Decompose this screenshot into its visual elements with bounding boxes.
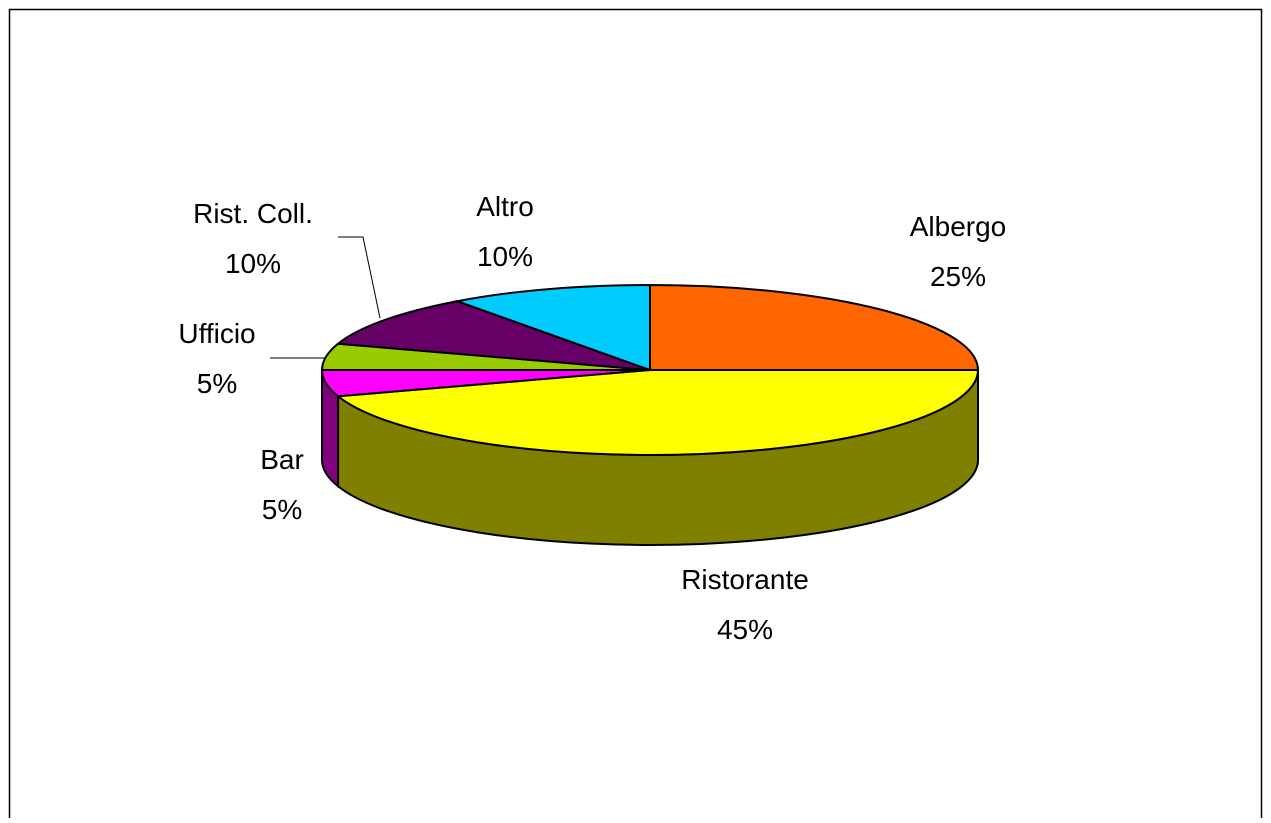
- data-label: Ufficio 5%: [178, 318, 255, 399]
- pie-slice: [453, 283, 651, 372]
- value-label: 10%: [477, 241, 533, 272]
- data-label: Ristorante 45%: [681, 564, 809, 645]
- value-label: 10%: [225, 248, 281, 279]
- value-label: 45%: [717, 614, 773, 645]
- category-label: Rist. Coll.: [193, 198, 313, 229]
- data-label: Rist. Coll. 10%: [193, 198, 313, 279]
- pie-slice: [335, 369, 980, 456]
- data-label: Altro 10%: [476, 191, 534, 272]
- pie-slice: [649, 283, 980, 371]
- category-label: Ufficio: [178, 318, 255, 349]
- chart-frame: [8, 8, 1263, 818]
- value-label: 5%: [197, 368, 237, 399]
- pie-slice: [335, 300, 651, 371]
- value-label: 25%: [930, 261, 986, 292]
- data-label: Bar 5%: [260, 444, 304, 525]
- category-label: Altro: [476, 191, 534, 222]
- category-label: Ristorante: [681, 564, 809, 595]
- category-label: Bar: [260, 444, 304, 475]
- data-label: Albergo 25%: [910, 211, 1007, 292]
- leader-line: [338, 236, 381, 319]
- value-label: 5%: [262, 494, 302, 525]
- category-label: Albergo: [910, 211, 1007, 242]
